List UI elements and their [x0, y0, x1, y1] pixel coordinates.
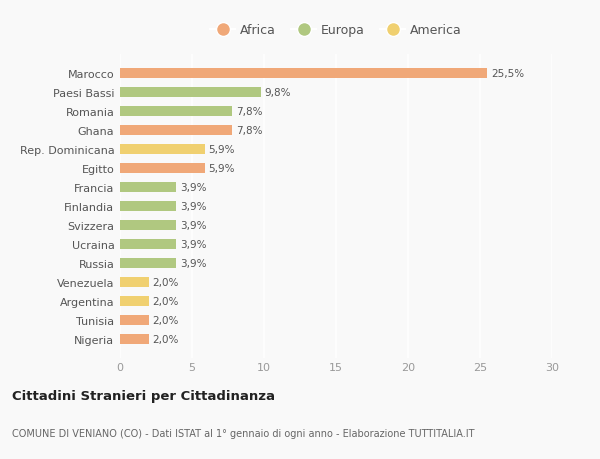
Bar	[120, 315, 149, 325]
Bar	[120, 145, 205, 155]
Text: 3,9%: 3,9%	[180, 240, 206, 249]
Bar	[120, 106, 232, 117]
Text: 2,0%: 2,0%	[152, 296, 179, 306]
Bar	[120, 220, 176, 231]
Text: 5,9%: 5,9%	[209, 164, 235, 174]
Bar	[120, 334, 149, 344]
Text: Cittadini Stranieri per Cittadinanza: Cittadini Stranieri per Cittadinanza	[12, 389, 275, 403]
Text: 3,9%: 3,9%	[180, 220, 206, 230]
Text: 7,8%: 7,8%	[236, 126, 262, 136]
Text: 3,9%: 3,9%	[180, 183, 206, 193]
Text: 9,8%: 9,8%	[265, 88, 291, 98]
Legend: Africa, Europa, America: Africa, Europa, America	[205, 19, 467, 42]
Bar	[120, 69, 487, 79]
Text: 2,0%: 2,0%	[152, 334, 179, 344]
Text: 3,9%: 3,9%	[180, 202, 206, 212]
Text: 5,9%: 5,9%	[209, 145, 235, 155]
Bar	[120, 202, 176, 212]
Bar	[120, 296, 149, 307]
Bar	[120, 182, 176, 193]
Text: 2,0%: 2,0%	[152, 277, 179, 287]
Text: 25,5%: 25,5%	[491, 69, 524, 79]
Bar	[120, 88, 261, 98]
Text: 7,8%: 7,8%	[236, 107, 262, 117]
Bar	[120, 163, 205, 174]
Bar	[120, 126, 232, 136]
Bar	[120, 258, 176, 269]
Text: 2,0%: 2,0%	[152, 315, 179, 325]
Text: 3,9%: 3,9%	[180, 258, 206, 269]
Bar	[120, 239, 176, 250]
Bar	[120, 277, 149, 287]
Text: COMUNE DI VENIANO (CO) - Dati ISTAT al 1° gennaio di ogni anno - Elaborazione TU: COMUNE DI VENIANO (CO) - Dati ISTAT al 1…	[12, 428, 475, 438]
